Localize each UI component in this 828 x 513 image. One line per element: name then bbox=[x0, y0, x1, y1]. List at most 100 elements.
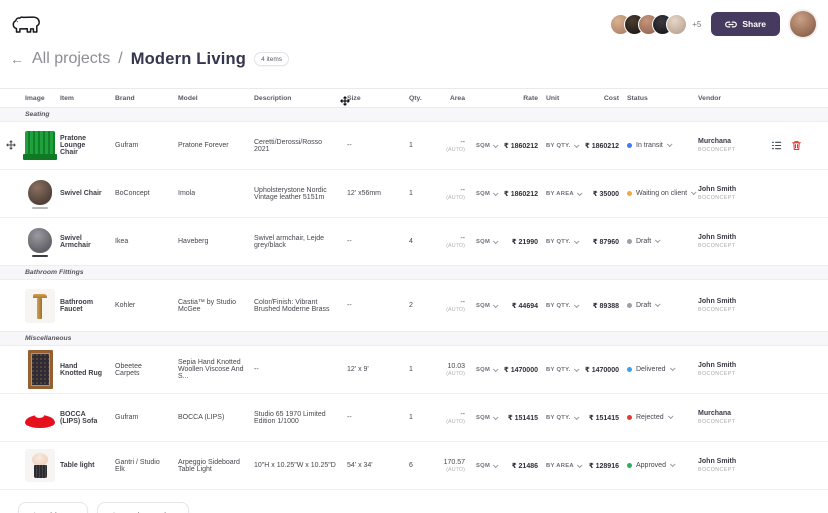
breadcrumb-parent[interactable]: All projects bbox=[32, 50, 111, 67]
item-qty[interactable]: 2 bbox=[409, 302, 413, 309]
status-select[interactable]: Waiting on client bbox=[627, 189, 697, 197]
section-header-miscellaneous[interactable]: Miscellaneous bbox=[0, 332, 828, 346]
col-brand[interactable]: Brand bbox=[115, 94, 135, 102]
col-description[interactable]: Description bbox=[254, 94, 292, 102]
item-vendor[interactable]: Murchana BOCONCEPT bbox=[693, 138, 765, 153]
item-name[interactable]: Swivel Armchair bbox=[60, 234, 91, 249]
area-unit-select[interactable]: SQM bbox=[476, 238, 499, 245]
col-item[interactable]: Item bbox=[60, 94, 74, 102]
collaborator-avatars[interactable]: +5 bbox=[610, 13, 702, 35]
item-area: -- (AUTO) bbox=[439, 411, 467, 425]
rate-basis-select[interactable]: BY QTY. bbox=[546, 302, 580, 309]
area-unit-select[interactable]: SQM bbox=[476, 302, 499, 309]
delete-trash-icon[interactable] bbox=[791, 140, 802, 151]
section-marker-button[interactable]: + Section Marker bbox=[97, 502, 190, 513]
item-model: Sepia Hand Knotted Woollen Viscose And S… bbox=[178, 359, 244, 380]
item-thumbnail[interactable] bbox=[25, 449, 55, 482]
item-name[interactable]: Table light bbox=[60, 462, 95, 469]
table-row[interactable]: Swivel Armchair Ikea Haveberg Swivel arm… bbox=[0, 218, 828, 266]
col-unit[interactable]: Unit bbox=[546, 94, 560, 102]
area-unit-select[interactable]: SQM bbox=[476, 414, 499, 421]
table-row[interactable]: Pratone Lounge Chair Gufram Pratone Fore… bbox=[0, 122, 828, 170]
item-vendor[interactable]: John Smith BOCONCEPT bbox=[693, 186, 765, 201]
item-vendor[interactable]: John Smith BOCONCEPT bbox=[693, 458, 765, 473]
status-select[interactable]: Rejected bbox=[627, 413, 674, 421]
drag-handle-icon[interactable] bbox=[6, 139, 16, 150]
breadcrumb: ← All projects / Modern Living 4 items bbox=[0, 44, 828, 78]
item-rate[interactable]: ₹ 1860212 bbox=[503, 190, 538, 198]
col-image[interactable]: Image bbox=[25, 94, 45, 102]
status-select[interactable]: Draft bbox=[627, 237, 661, 245]
item-name[interactable]: BOCCA (LIPS) Sofa bbox=[60, 410, 98, 425]
item-vendor[interactable]: John Smith BOCONCEPT bbox=[693, 298, 765, 313]
rate-basis-select[interactable]: BY QTY. bbox=[546, 414, 580, 421]
col-cost[interactable]: Cost bbox=[603, 94, 619, 102]
rate-basis-select[interactable]: BY AREA bbox=[546, 462, 583, 469]
item-description: Ceretti/Derossi/Rosso 2021 bbox=[254, 138, 323, 153]
bear-logo-icon[interactable] bbox=[10, 11, 44, 37]
col-rate[interactable]: Rate bbox=[523, 94, 538, 102]
status-select[interactable]: Draft bbox=[627, 301, 661, 309]
item-name[interactable]: Bathroom Faucet bbox=[60, 298, 94, 313]
back-arrow-icon[interactable]: ← bbox=[10, 51, 24, 67]
item-qty[interactable]: 1 bbox=[409, 366, 413, 373]
table-row[interactable]: Bathroom Faucet Kohler Castia™ by Studio… bbox=[0, 280, 828, 332]
item-name[interactable]: Hand Knotted Rug bbox=[60, 362, 102, 377]
avatar[interactable] bbox=[666, 13, 688, 35]
profile-avatar[interactable] bbox=[790, 11, 816, 37]
spec-list-icon[interactable] bbox=[771, 140, 782, 151]
item-cost: ₹ 89388 bbox=[592, 302, 619, 310]
status-select[interactable]: In transit bbox=[627, 141, 673, 149]
status-select[interactable]: Approved bbox=[627, 461, 676, 469]
area-unit-select[interactable]: SQM bbox=[476, 190, 499, 197]
col-vendor[interactable]: Vendor bbox=[698, 94, 722, 102]
table-row[interactable]: BOCCA (LIPS) Sofa Gufram BOCCA (LIPS) St… bbox=[0, 394, 828, 442]
area-unit-select[interactable]: SQM bbox=[476, 366, 499, 373]
col-size[interactable]: Size bbox=[347, 94, 361, 102]
section-header-bathroom-fittings[interactable]: Bathroom Fittings bbox=[0, 266, 828, 280]
item-qty[interactable]: 1 bbox=[409, 190, 413, 197]
rate-basis-select[interactable]: BY QTY. bbox=[546, 366, 580, 373]
item-rate[interactable]: ₹ 21486 bbox=[511, 462, 538, 470]
item-thumbnail[interactable] bbox=[28, 350, 53, 389]
item-qty[interactable]: 6 bbox=[409, 462, 413, 469]
col-model[interactable]: Model bbox=[178, 94, 198, 102]
share-button[interactable]: Share bbox=[711, 12, 780, 36]
col-qty[interactable]: Qty. bbox=[409, 94, 422, 102]
rate-basis-select[interactable]: BY QTY. bbox=[546, 238, 580, 245]
item-qty[interactable]: 1 bbox=[409, 414, 413, 421]
item-rate[interactable]: ₹ 151415 bbox=[507, 414, 538, 422]
item-rate[interactable]: ₹ 1470000 bbox=[503, 366, 538, 374]
section-marker-label: Section Marker bbox=[122, 511, 176, 513]
item-rate[interactable]: ₹ 21990 bbox=[511, 238, 538, 246]
table-row[interactable]: Table light Gantri / Studio Elk Arpeggio… bbox=[0, 442, 828, 490]
item-rate[interactable]: ₹ 1860212 bbox=[503, 142, 538, 150]
item-thumbnail[interactable] bbox=[25, 227, 55, 257]
item-vendor[interactable]: Murchana BOCONCEPT bbox=[693, 410, 765, 425]
avatar-overflow-count[interactable]: +5 bbox=[692, 19, 702, 29]
add-item-button[interactable]: + Add Item bbox=[18, 502, 89, 513]
area-unit-select[interactable]: SQM bbox=[476, 462, 499, 469]
rate-basis-select[interactable]: BY AREA bbox=[546, 190, 583, 197]
item-name[interactable]: Pratone Lounge Chair bbox=[60, 135, 87, 156]
col-status[interactable]: Status bbox=[627, 94, 648, 102]
item-qty[interactable]: 4 bbox=[409, 238, 413, 245]
item-thumbnail[interactable] bbox=[25, 179, 55, 209]
vendor-subtext: BOCONCEPT bbox=[698, 195, 736, 201]
table-row[interactable]: Swivel Chair BoConcept Imola Upholsterys… bbox=[0, 170, 828, 218]
area-unit-select[interactable]: SQM bbox=[476, 142, 499, 149]
rate-basis-select[interactable]: BY QTY. bbox=[546, 142, 580, 149]
item-rate[interactable]: ₹ 44694 bbox=[511, 302, 538, 310]
item-qty[interactable]: 1 bbox=[409, 142, 413, 149]
item-vendor[interactable]: John Smith BOCONCEPT bbox=[693, 234, 765, 249]
item-vendor[interactable]: John Smith BOCONCEPT bbox=[693, 362, 765, 377]
item-thumbnail[interactable] bbox=[25, 412, 55, 428]
col-area[interactable]: Area bbox=[449, 94, 465, 102]
item-thumbnail[interactable] bbox=[23, 131, 57, 160]
table-row[interactable]: Hand Knotted Rug Obeetee Carpets Sepia H… bbox=[0, 346, 828, 394]
section-header-seating[interactable]: Seating bbox=[0, 108, 828, 122]
item-name[interactable]: Swivel Chair bbox=[60, 190, 102, 197]
chevron-down-icon bbox=[655, 237, 661, 244]
item-thumbnail[interactable] bbox=[25, 288, 55, 323]
status-select[interactable]: Delivered bbox=[627, 365, 676, 373]
